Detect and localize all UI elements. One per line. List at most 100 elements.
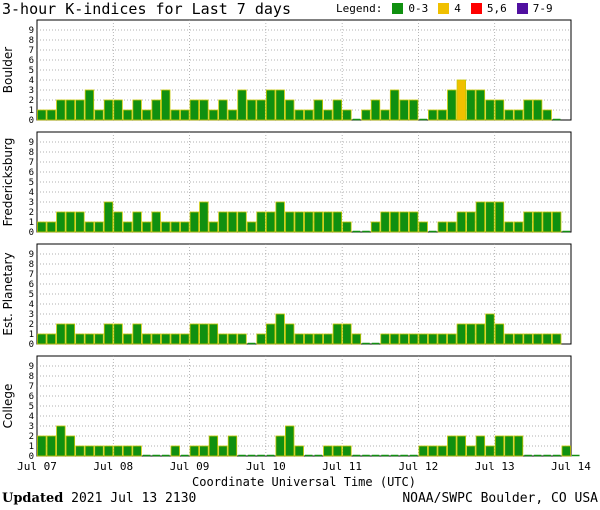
k-index-bar — [437, 333, 447, 345]
k-index-bar — [323, 445, 333, 457]
legend-item-label: 7-9 — [532, 2, 553, 15]
k-index-bar — [170, 221, 180, 233]
k-index-bar — [256, 99, 266, 121]
k-index-bar — [504, 435, 514, 457]
k-index-bar — [170, 333, 180, 345]
k-index-bar — [332, 323, 343, 345]
k-index-bar — [285, 425, 295, 457]
k-index-bar — [132, 99, 142, 121]
k-index-bar — [504, 221, 514, 233]
k-index-bar — [227, 333, 238, 345]
x-tick-label: Jul 09 — [170, 460, 210, 473]
y-tick-label: 7 — [29, 158, 34, 168]
k-index-bar — [313, 211, 323, 233]
y-tick-label: 3 — [29, 86, 34, 96]
k-index-bar — [456, 79, 467, 121]
legend-item-label: 5,6 — [486, 2, 507, 15]
k-index-bar — [132, 211, 142, 233]
legend-item-0-3: 0-3 — [392, 2, 428, 15]
k-index-bar — [466, 89, 476, 121]
k-index-bar — [304, 109, 314, 121]
k-index-bar — [494, 99, 505, 121]
k-index-bar — [342, 323, 352, 345]
k-index-bar — [265, 323, 276, 345]
k-index-bar — [170, 109, 180, 121]
k-index-bar — [313, 99, 323, 121]
k-index-bar — [466, 445, 476, 457]
k-index-bar — [389, 333, 400, 345]
k-index-bar — [456, 211, 467, 233]
k-index-bar — [447, 435, 457, 457]
k-index-bar — [418, 333, 428, 345]
x-tick-label: Jul 10 — [246, 460, 286, 473]
k-index-bar — [94, 445, 104, 457]
k-index-bar — [84, 89, 95, 121]
k-index-bar — [161, 333, 171, 345]
k-index-bar — [65, 211, 76, 233]
y-tick-label: 7 — [29, 270, 34, 280]
k-index-bar — [456, 435, 467, 457]
k-index-bar — [113, 99, 123, 121]
k-index-bar — [180, 221, 190, 233]
k-index-bar — [218, 445, 228, 457]
k-index-bar — [437, 109, 447, 121]
k-index-bar — [180, 109, 190, 121]
k-index-bar — [456, 323, 467, 345]
k-index-bar — [218, 211, 228, 233]
k-index-bar — [37, 435, 47, 457]
y-tick-label: 3 — [29, 422, 34, 432]
k-index-bar — [265, 89, 276, 121]
legend-label: Legend: — [336, 2, 383, 15]
k-index-bar — [199, 201, 209, 233]
k-index-bar — [447, 89, 457, 121]
legend-swatch-7-9 — [516, 3, 528, 14]
k-index-bar — [285, 323, 295, 345]
k-index-bar — [494, 201, 505, 233]
k-index-bar — [552, 333, 562, 345]
y-tick-label: 0 — [29, 228, 34, 238]
y-tick-label: 8 — [29, 36, 34, 46]
k-index-bar — [399, 333, 409, 345]
y-tick-label: 6 — [29, 56, 34, 66]
k-index-bar — [523, 99, 533, 121]
k-index-bar — [103, 201, 114, 233]
k-index-bar — [227, 109, 238, 121]
y-tick-label: 4 — [29, 76, 34, 86]
y-tick-label: 5 — [29, 66, 34, 76]
k-index-bar — [37, 221, 47, 233]
k-index-bar — [256, 211, 266, 233]
k-index-bar — [561, 445, 571, 457]
y-tick-label: 5 — [29, 178, 34, 188]
k-index-bar — [199, 323, 209, 345]
k-index-bar — [332, 99, 343, 121]
k-index-bar — [75, 99, 85, 121]
y-tick-label: 2 — [29, 320, 34, 330]
k-index-bar — [513, 435, 524, 457]
k-index-bar — [294, 109, 304, 121]
k-index-bar — [323, 211, 333, 233]
k-index-bar — [332, 211, 343, 233]
k-index-bar — [237, 211, 247, 233]
x-tick-label: Jul 12 — [399, 460, 439, 473]
k-index-bar — [122, 109, 133, 121]
k-index-bar — [408, 99, 419, 121]
k-index-bar — [361, 109, 371, 121]
k-index-bar — [418, 221, 428, 233]
k-index-bar — [227, 435, 238, 457]
y-tick-label: 0 — [29, 116, 34, 126]
k-index-bar — [437, 221, 447, 233]
k-index-bar — [208, 109, 219, 121]
k-index-bar — [256, 333, 266, 345]
k-index-bar — [37, 333, 47, 345]
k-index-bar — [294, 445, 304, 457]
k-index-bar — [208, 435, 219, 457]
y-tick-label: 0 — [29, 452, 34, 462]
k-index-bar — [65, 99, 76, 121]
k-index-bar — [189, 445, 200, 457]
k-index-bar — [275, 435, 285, 457]
k-index-bar — [304, 211, 314, 233]
legend: Legend: 0-3 4 5,6 7-9 — [336, 2, 553, 15]
k-index-bar — [475, 201, 486, 233]
k-index-bar — [475, 89, 486, 121]
y-tick-label: 1 — [29, 330, 34, 340]
